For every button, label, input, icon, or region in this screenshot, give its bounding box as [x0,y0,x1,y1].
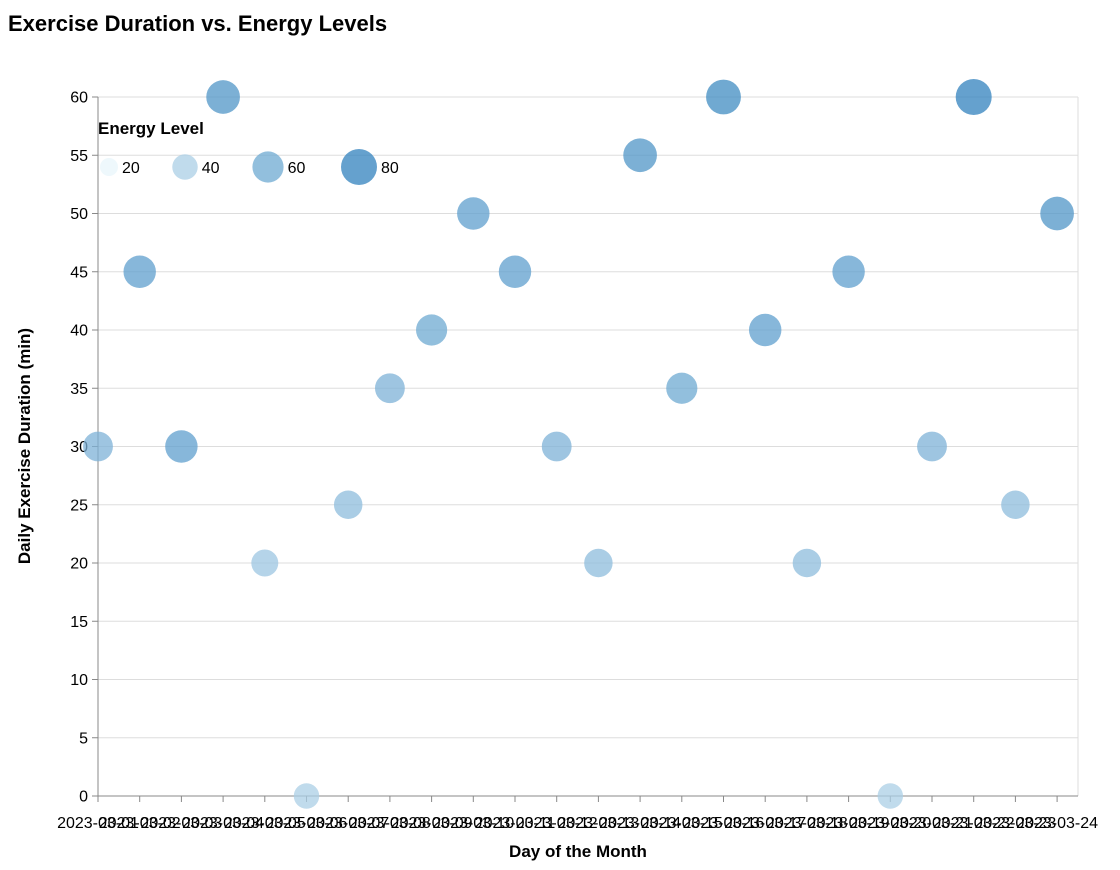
data-point [955,79,992,115]
x-tick-label: 2023-03-15 [641,815,723,832]
y-tick-label: 35 [70,381,88,398]
data-point [666,372,698,404]
y-tick-label: 45 [70,264,88,281]
x-axis: 2023-03-012023-03-022023-03-032023-03-04… [57,795,1098,832]
x-tick-label: 2023-03-04 [182,815,264,832]
y-tick-label: 20 [70,556,88,573]
y-tick-label: 0 [79,789,88,806]
legend-title: Energy Level [98,119,204,138]
legend-label: 40 [202,160,220,177]
data-point [623,138,657,173]
data-point [832,255,865,288]
data-point [333,490,363,519]
y-tick-label: 40 [70,323,88,340]
data-point [374,373,405,404]
y-tick-label: 5 [79,730,88,747]
legend-label: 60 [288,160,306,177]
x-tick-label: 2023-03-21 [891,815,973,832]
data-point [584,548,613,578]
data-point [457,197,490,230]
x-tick-label: 2023-03-05 [224,815,306,832]
x-tick-label: 2023-03-02 [99,815,181,832]
y-axis-title: Daily Exercise Duration (min) [15,328,34,564]
x-tick-label: 2023-03-07 [307,815,389,832]
legend: Energy Level 20 40 60 80 [98,119,399,185]
x-tick-label: 2023-03-08 [349,815,431,832]
data-point [748,313,782,347]
y-tick-label: 50 [70,206,88,223]
x-tick-label: 2023-03-11 [475,815,556,832]
data-point [123,255,156,288]
x-tick-label: 2023-03-24 [1016,815,1098,832]
y-tick-label: 55 [70,148,88,165]
data-point [706,79,741,115]
x-tick-label: 2023-03-17 [724,815,806,832]
x-tick-label: 2023-03-13 [557,815,639,832]
legend-label: 20 [122,160,140,177]
data-point [541,431,572,462]
x-tick-label: 2023-03-22 [933,815,1015,832]
y-tick-label: 15 [70,614,88,631]
data-point [83,431,113,462]
x-tick-label: 2023-03-19 [808,815,890,832]
data-point [206,80,240,114]
x-tick-label: 2023-03-09 [391,815,473,832]
data-point [416,314,448,346]
y-tick-label: 25 [70,497,88,514]
x-tick-label: 2023-03-10 [432,815,514,832]
data-point [877,783,904,809]
x-tick-label: 2023-03-12 [516,815,598,832]
data-point [1040,196,1074,231]
x-tick-label: 2023-03-01 [57,815,139,832]
legend-symbol [100,158,118,176]
legend-symbol [252,151,284,183]
data-point [917,431,947,462]
x-tick-label: 2023-03-20 [849,815,931,832]
data-point [293,783,320,809]
chart-title: Exercise Duration vs. Energy Levels [8,11,387,36]
data-point [165,430,198,463]
x-axis-title: Day of the Month [509,842,647,861]
data-point [498,255,532,288]
x-tick-label: 2023-03-14 [599,815,681,832]
x-tick-label: 2023-03-23 [974,815,1056,832]
x-tick-label: 2023-03-06 [266,815,348,832]
legend-symbol [172,154,198,180]
y-tick-label: 10 [70,672,88,689]
y-tick-label: 60 [70,90,88,107]
legend-symbol [341,149,377,185]
x-tick-label: 2023-03-16 [683,815,765,832]
data-points [83,79,1074,809]
legend-label: 80 [381,160,399,177]
x-tick-label: 2023-03-03 [140,815,222,832]
data-point [792,548,822,578]
x-tick-label: 2023-03-18 [766,815,848,832]
data-point [1001,490,1030,519]
data-point [251,549,279,577]
